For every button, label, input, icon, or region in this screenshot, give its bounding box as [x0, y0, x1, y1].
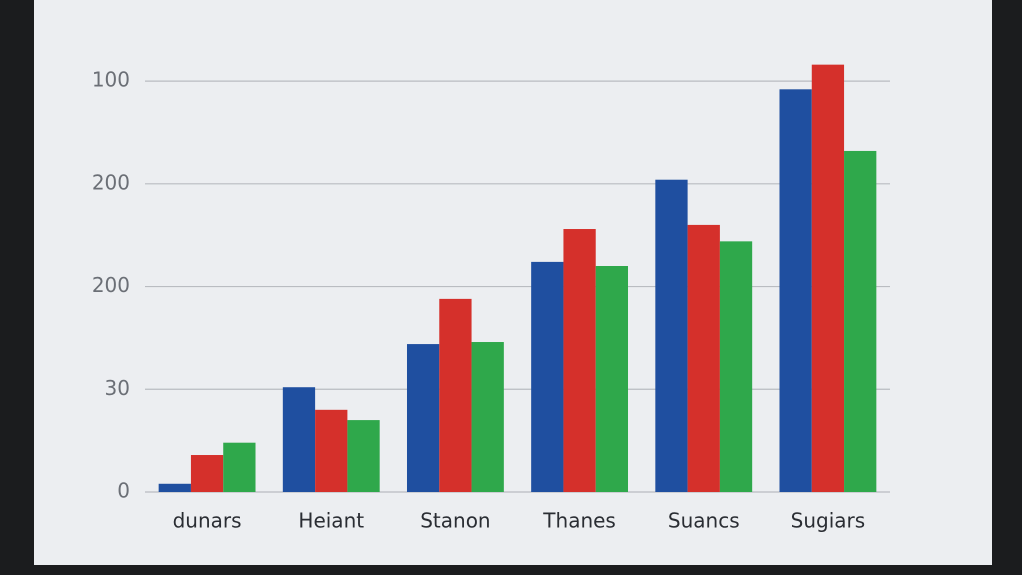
x-tick-label: Thanes	[542, 509, 616, 533]
bar	[655, 179, 688, 492]
bar	[595, 266, 629, 492]
x-tick-label: Heiant	[298, 509, 364, 533]
bar	[563, 229, 596, 492]
y-tick-label: 0	[117, 479, 130, 503]
x-tick-label: Suancs	[668, 509, 740, 533]
bar	[223, 442, 256, 492]
bar	[315, 409, 348, 492]
x-tick-label: dunars	[173, 509, 242, 533]
bar	[719, 241, 753, 492]
bar	[347, 420, 380, 492]
bar	[190, 455, 224, 492]
chart: 0 30 200 200 100 dunars Heiant Stanon Thanes Suan…	[92, 64, 890, 533]
bar	[439, 298, 472, 492]
bar	[406, 344, 440, 492]
bar	[811, 64, 845, 493]
y-tick-label: 200	[92, 273, 130, 297]
y-tick-label: 200	[92, 170, 130, 194]
bar	[158, 483, 191, 492]
bar	[844, 150, 877, 493]
bar	[531, 261, 564, 492]
bar	[282, 387, 316, 492]
y-tick-label: 100	[92, 68, 130, 92]
bar	[687, 224, 720, 492]
x-tick-label: Sugiars	[791, 509, 866, 533]
bar	[471, 342, 504, 492]
y-tick-label: 30	[105, 376, 130, 400]
x-tick-label: Stanon	[420, 509, 490, 533]
bar	[779, 89, 812, 493]
